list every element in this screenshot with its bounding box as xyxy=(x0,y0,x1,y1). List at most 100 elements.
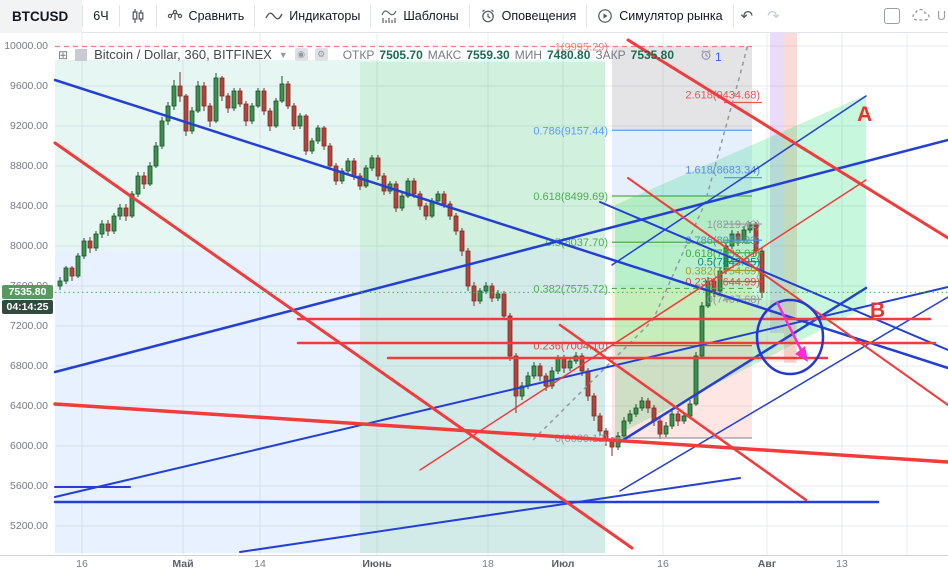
candle-body xyxy=(537,365,543,377)
candle-body xyxy=(189,110,195,132)
candle-body xyxy=(681,415,687,422)
candle-body xyxy=(393,183,399,209)
red-trendline[interactable] xyxy=(53,402,948,464)
layout-button[interactable] xyxy=(883,8,900,24)
candle-body xyxy=(705,280,711,307)
annotation-letter-a[interactable]: A xyxy=(857,103,873,126)
fib-small-level-label[interactable]: 1.618(8683.34) xyxy=(685,165,760,177)
chevron-down-icon[interactable]: ▼ xyxy=(278,49,288,60)
fib-level-label[interactable]: 1(9995.29) xyxy=(555,41,608,53)
candle-body xyxy=(147,165,153,185)
templates-button[interactable]: Шаблоны xyxy=(371,0,468,33)
chart-style-button[interactable] xyxy=(120,0,156,33)
fib-small-level-label[interactable]: 2.618(9434.68) xyxy=(685,90,760,102)
candle-body xyxy=(321,127,327,147)
candle-body xyxy=(561,357,567,369)
candle-body xyxy=(693,355,699,405)
simulator-button[interactable]: Симулятор рынка xyxy=(587,0,732,33)
price-axis-label: 6000.00 xyxy=(10,440,48,452)
time-axis-label: Июл xyxy=(551,558,575,570)
open-label: ОТКР xyxy=(342,47,375,62)
ohlc-readout: ОТКР 7505.70 МАКС 7559.30 МИН 7480.80 ЗА… xyxy=(343,48,674,62)
green-zone[interactable] xyxy=(360,62,605,553)
candle-body xyxy=(747,224,753,231)
blue-trendline[interactable] xyxy=(53,138,948,374)
fib-level-label[interactable]: 0.618(8499.69) xyxy=(533,191,608,203)
time-axis-label: Май xyxy=(172,558,194,570)
candle-body xyxy=(471,285,477,302)
fib-level-label[interactable]: 0.382(7575.72) xyxy=(533,283,608,295)
redo-button[interactable]: ↷ xyxy=(767,8,780,25)
candle-body xyxy=(351,160,357,177)
candlestick-icon xyxy=(130,8,146,24)
blue-trendline[interactable] xyxy=(54,286,948,498)
chart-area[interactable]: 1(9995.29) 0.786(9157.44) 0.618(8499.69) 0.… xyxy=(0,33,948,571)
candle-body xyxy=(141,175,147,185)
candle-body xyxy=(399,195,405,209)
blue-trendline[interactable] xyxy=(618,286,868,444)
candle-body xyxy=(57,280,63,287)
alert-clock-icon xyxy=(700,49,712,64)
cloud-save-button[interactable]: U xyxy=(912,8,948,25)
symbol-button[interactable]: BTCUSD xyxy=(0,0,83,33)
price-axis-label: 6400.00 xyxy=(10,400,48,412)
high-value: 7559.30 xyxy=(466,47,510,62)
open-value: 7505.70 xyxy=(379,47,423,62)
salmon-stripe[interactable] xyxy=(784,33,797,363)
blue-trendline[interactable] xyxy=(239,477,741,553)
candle-body xyxy=(105,223,111,232)
undo-button[interactable]: ↶ xyxy=(740,8,754,25)
candle-body xyxy=(291,105,297,127)
interval-button[interactable]: 6Ч xyxy=(93,9,109,23)
compare-button[interactable]: Сравнить xyxy=(157,0,255,33)
candle-body xyxy=(345,160,351,172)
forecast-arrow-head[interactable] xyxy=(795,346,808,362)
candle-body xyxy=(207,105,213,122)
indicators-label: Индикаторы xyxy=(289,9,361,23)
price-axis-label: 9600.00 xyxy=(10,80,48,92)
alert-count-badge[interactable]: 1 xyxy=(700,49,722,64)
settings-gear-icon[interactable]: ⚙ xyxy=(314,48,328,61)
candle-body xyxy=(513,355,519,397)
candle-body xyxy=(405,180,411,197)
red-trendline[interactable] xyxy=(419,179,867,471)
fib-small-level-label[interactable]: 0.382(7754.69) xyxy=(685,266,760,278)
price-axis-label: 8400.00 xyxy=(10,200,48,212)
indicators-button[interactable]: Индикаторы xyxy=(255,0,370,33)
violet-stripe[interactable] xyxy=(770,33,784,333)
red-trendline[interactable] xyxy=(627,177,948,406)
candle-body xyxy=(309,140,315,152)
candle-body xyxy=(69,267,75,277)
candle-body xyxy=(273,100,279,127)
fib-small-level-label[interactable]: 1(8219.42) xyxy=(707,219,760,231)
candle-body xyxy=(315,127,321,142)
snapshot-icon[interactable]: ◉ xyxy=(294,48,308,61)
candle-body xyxy=(99,223,105,235)
blue-trendline[interactable] xyxy=(599,201,948,351)
candle-body xyxy=(519,385,525,397)
candle-body xyxy=(123,207,129,217)
blue-trendline[interactable] xyxy=(611,95,867,266)
fib-level-label[interactable]: 0.786(9157.44) xyxy=(533,125,608,137)
candle-body xyxy=(333,165,339,182)
candle-body xyxy=(549,370,555,387)
red-trendline[interactable] xyxy=(626,38,948,240)
red-trendline[interactable] xyxy=(558,323,808,502)
templates-icon xyxy=(381,9,397,24)
annotation-letter-b[interactable]: B xyxy=(870,299,886,322)
candle-body xyxy=(711,280,717,292)
watchlist-toggle-icon[interactable]: ⊞ xyxy=(58,47,69,62)
highlight-ellipse[interactable] xyxy=(755,298,825,376)
blue-trendline[interactable] xyxy=(619,296,948,492)
chart-title[interactable]: Bitcoin / Dollar, 360, BITFINEX xyxy=(94,47,272,62)
alerts-button[interactable]: Оповещения xyxy=(470,0,587,33)
fib-small-level-label[interactable]: 0.786(8058.23) xyxy=(685,235,760,247)
forecast-arrow[interactable] xyxy=(775,301,804,353)
low-label: МИН xyxy=(514,47,542,62)
time-axis-label: 18 xyxy=(482,558,494,570)
candle-body xyxy=(381,175,387,192)
candle-body xyxy=(339,170,345,182)
time-axis[interactable]: 16 Май 14 Июнь 18 Июл 16 Авг 13 xyxy=(0,555,948,571)
red-trendline[interactable] xyxy=(53,141,634,550)
